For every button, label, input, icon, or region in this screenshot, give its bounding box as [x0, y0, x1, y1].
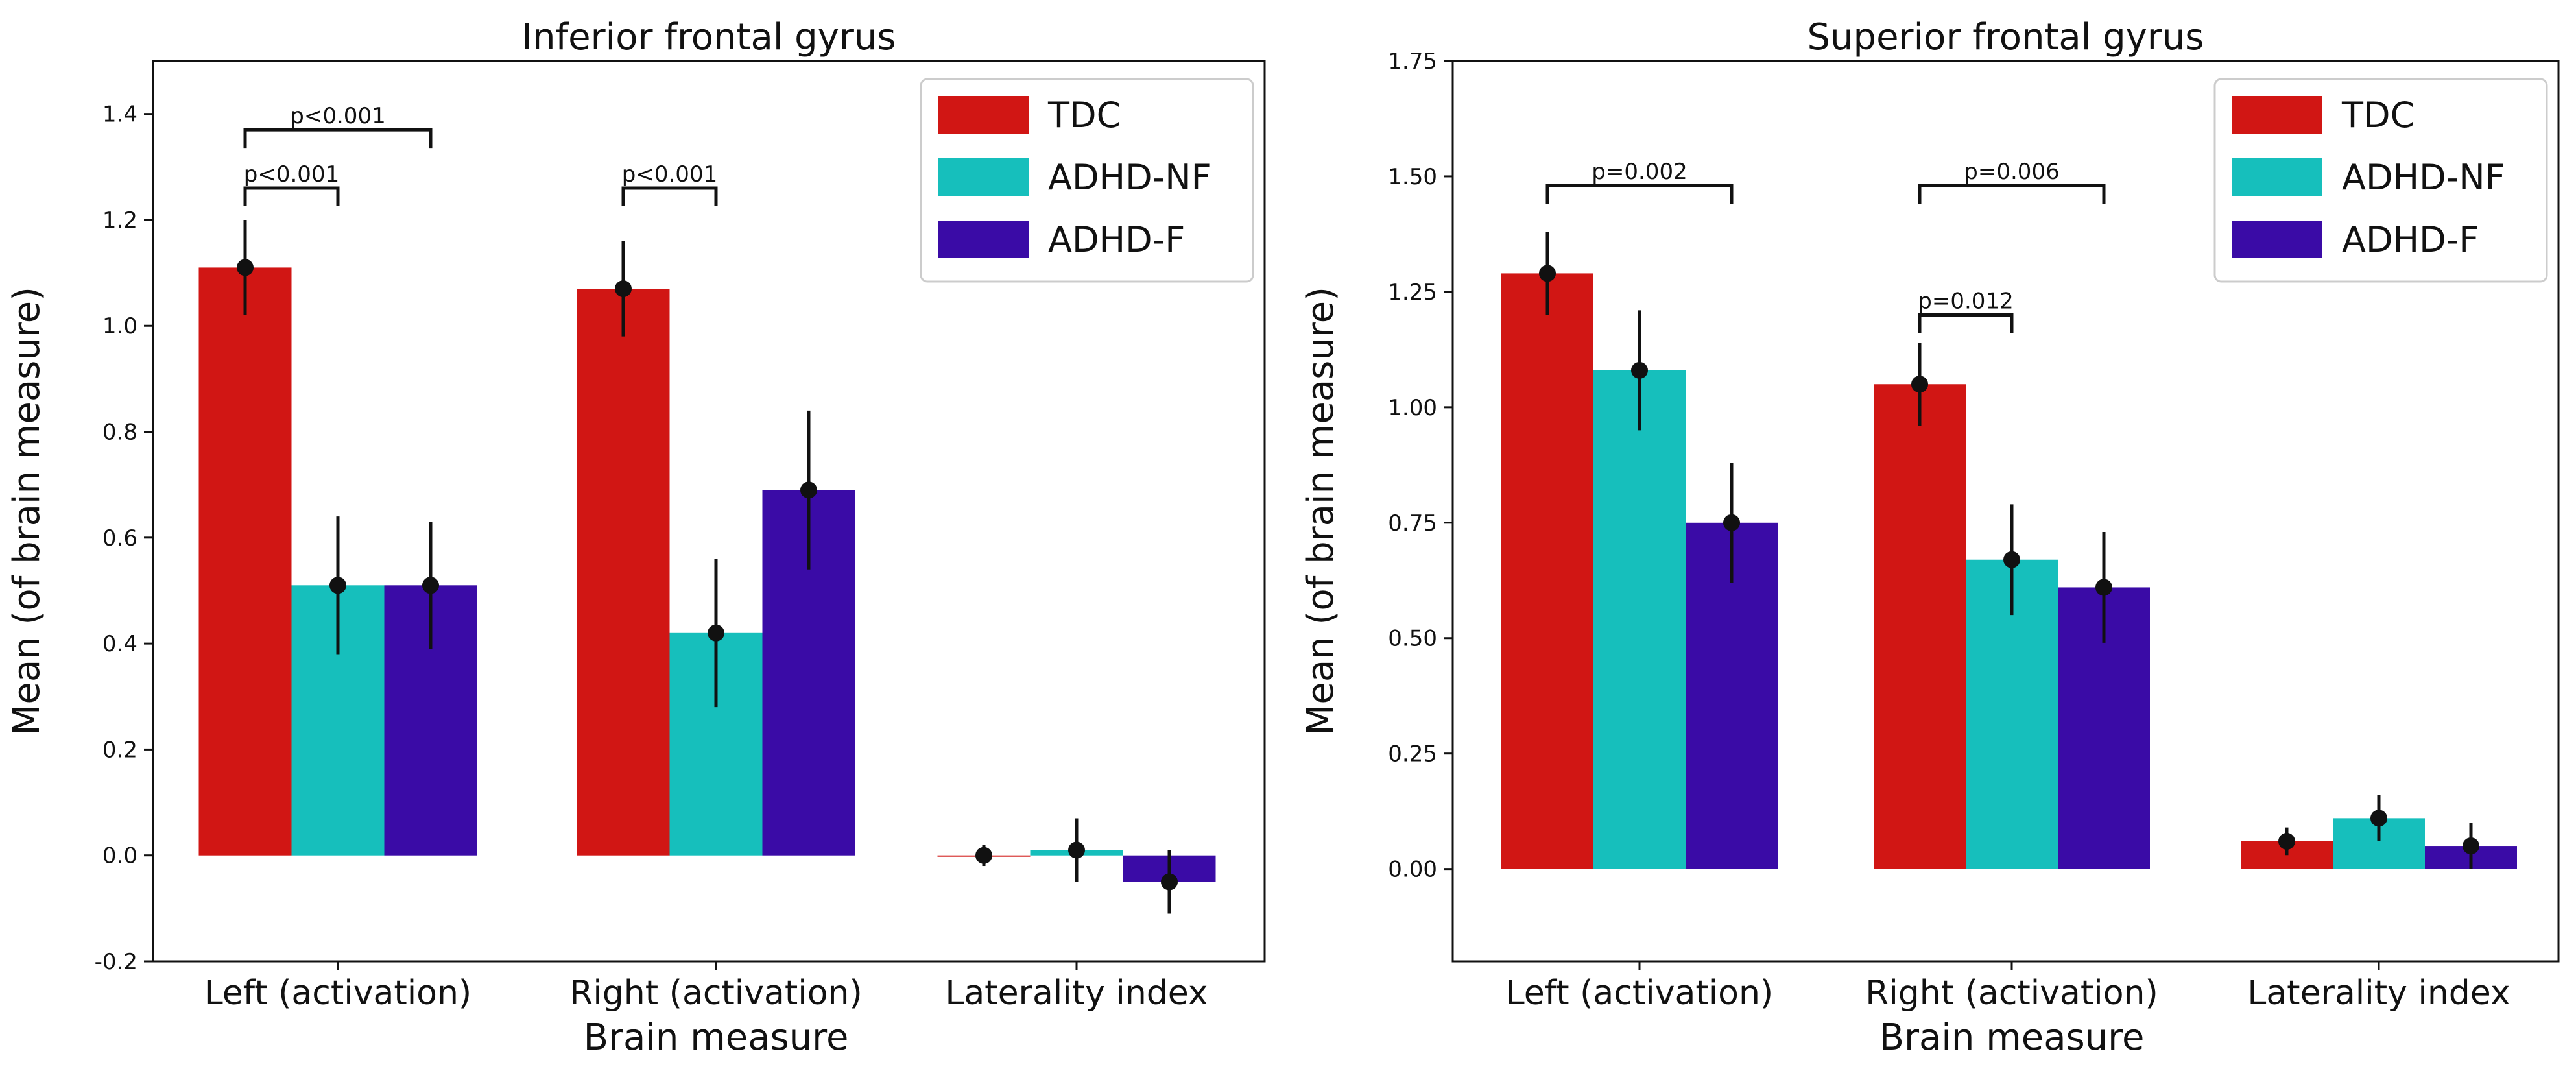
- y-tick-label: 1.4: [102, 102, 137, 128]
- legend-label: ADHD-NF: [2342, 157, 2505, 198]
- mean-point: [2370, 810, 2387, 827]
- mean-point: [1539, 265, 1556, 282]
- y-tick-label: 1.0: [102, 313, 137, 339]
- y-tick-label: 0.75: [1388, 511, 1437, 536]
- chart-panel-2: Superior frontal gyrus Mean (of brain mea…: [1300, 16, 2560, 1059]
- mean-point: [1161, 873, 1178, 891]
- plot-frame: [1451, 60, 2560, 963]
- legend-label: TDC: [1047, 95, 1121, 136]
- significance-bracket: [243, 128, 433, 149]
- y-tick-label: 0.4: [102, 631, 137, 657]
- x-tick-label: Right (activation): [569, 974, 863, 1013]
- mean-point: [1723, 514, 1740, 531]
- y-tick-label: 1.2: [102, 208, 137, 234]
- legend: TDC ADHD-NF ADHD-F: [920, 78, 1254, 283]
- mean-point: [975, 847, 992, 864]
- y-tick-label: 0.8: [102, 420, 137, 446]
- significance-label: p<0.001: [244, 162, 339, 187]
- bar-tdc-2: [577, 289, 670, 856]
- legend-swatch-adhd-f: [938, 221, 1029, 258]
- x-tick-label: Laterality index: [945, 974, 1208, 1013]
- x-tick-label: Right (activation): [1865, 974, 2158, 1013]
- bar-tdc-2: [1874, 384, 1966, 869]
- legend-label: ADHD-F: [1048, 219, 1185, 260]
- significance-bracket: [1545, 184, 1734, 204]
- legend-swatch-adhd-nf: [938, 158, 1029, 196]
- x-tick-label: Laterality index: [2247, 974, 2510, 1013]
- legend: TDC ADHD-NF ADHD-F: [2213, 78, 2548, 283]
- significance-label: p<0.001: [622, 162, 717, 187]
- y-tick-label: 0.00: [1388, 857, 1437, 883]
- legend-label: ADHD-F: [2342, 219, 2479, 260]
- mean-point: [2278, 832, 2295, 850]
- mean-point: [2003, 551, 2020, 568]
- legend-swatch-adhd-nf: [2232, 158, 2322, 196]
- mean-point: [237, 259, 254, 276]
- chart-title: Superior frontal gyrus: [1807, 16, 2204, 58]
- y-tick-label: 1.75: [1388, 49, 1437, 75]
- x-tick-label: Left (activation): [1506, 974, 1773, 1013]
- mean-point: [329, 577, 346, 594]
- y-axis-label: Mean (of brain measure): [1300, 287, 1342, 736]
- significance-bracket: [1918, 184, 2106, 204]
- significance-bracket: [621, 186, 718, 206]
- mean-point: [1068, 841, 1085, 859]
- legend-swatch-tdc: [938, 96, 1029, 134]
- significance-label: p=0.012: [1918, 288, 2013, 314]
- significance-bracket: [1918, 313, 2014, 333]
- mean-point: [1631, 361, 1648, 379]
- legend-label: TDC: [2341, 95, 2415, 136]
- mean-point: [708, 624, 724, 642]
- bar-tdc-1: [198, 267, 292, 856]
- mean-point: [422, 577, 439, 594]
- mean-point: [2463, 837, 2479, 855]
- y-tick-label: 1.25: [1388, 280, 1437, 306]
- mean-point: [800, 481, 817, 499]
- y-tick-label: 0.6: [102, 525, 137, 551]
- y-tick-label: 1.00: [1388, 395, 1437, 421]
- bar-tdc-1: [1501, 273, 1593, 869]
- mean-point: [615, 280, 632, 298]
- legend-swatch-adhd-f: [2232, 221, 2322, 258]
- significance-label: p=0.002: [1592, 159, 1687, 185]
- y-tick-label: 0.0: [102, 843, 137, 869]
- legend-swatch-tdc: [2232, 96, 2322, 134]
- y-tick-label: 1.50: [1388, 164, 1437, 190]
- x-axis-label: Brain measure: [1879, 1016, 2145, 1059]
- significance-bracket: [243, 186, 340, 206]
- y-tick-label: 0.2: [102, 737, 137, 763]
- y-tick-label: 0.50: [1388, 626, 1437, 652]
- y-axis-label: Mean (of brain measure): [6, 287, 48, 736]
- mean-point: [1911, 376, 1928, 393]
- x-axis-label: Brain measure: [584, 1016, 849, 1059]
- chart-title: Inferior frontal gyrus: [521, 16, 896, 58]
- bar-adhd-nf-1: [1593, 370, 1686, 869]
- chart-panel-1: Inferior frontal gyrus Mean (of brain mea…: [6, 16, 1266, 1059]
- x-tick-label: Left (activation): [204, 974, 471, 1013]
- significance-label: p<0.001: [290, 103, 385, 129]
- significance-label: p=0.006: [1964, 159, 2059, 185]
- legend-label: ADHD-NF: [1048, 157, 1211, 198]
- plot-frame: [152, 60, 1266, 963]
- y-tick-label: 0.25: [1388, 741, 1437, 767]
- mean-point: [2095, 579, 2112, 596]
- y-tick-label: -0.2: [95, 949, 137, 975]
